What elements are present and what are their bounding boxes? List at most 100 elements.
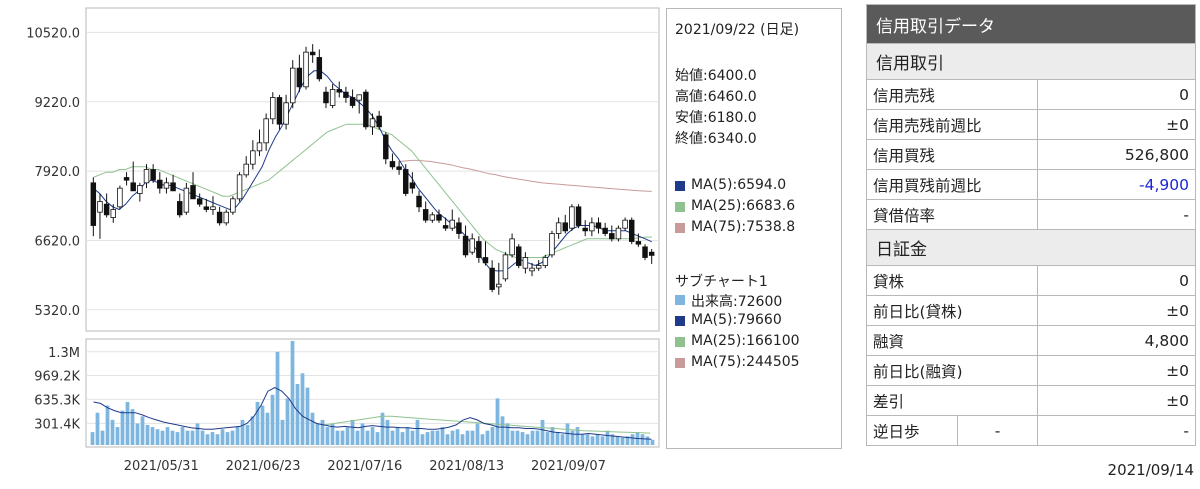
volume-bar bbox=[515, 430, 520, 445]
volume-bar bbox=[600, 436, 605, 445]
ma25-swatch bbox=[675, 202, 685, 212]
candle-body bbox=[509, 238, 515, 256]
volume-bar bbox=[530, 430, 535, 445]
price-tick-label: 6620.0 bbox=[35, 234, 81, 249]
volume-bar bbox=[560, 434, 565, 445]
table-row: 信用買残前週比 -4,900 bbox=[866, 169, 1196, 200]
candle-body bbox=[283, 102, 289, 125]
candle-body bbox=[163, 182, 170, 189]
info-vol-ma25: MA(25):166100 bbox=[691, 333, 800, 349]
volume-bar bbox=[610, 434, 615, 445]
candle-body bbox=[582, 227, 588, 232]
section-credit: 信用取引 bbox=[866, 43, 1196, 80]
volume-bar bbox=[375, 432, 380, 445]
candle-body bbox=[615, 227, 622, 240]
volume-bar bbox=[205, 434, 210, 445]
volume-bar bbox=[160, 430, 165, 445]
volume-bar bbox=[540, 419, 545, 445]
candle-body bbox=[143, 169, 150, 184]
candle-body bbox=[403, 169, 409, 194]
candle-body bbox=[383, 134, 389, 160]
candle-body bbox=[123, 177, 130, 181]
volume-gridlines bbox=[86, 351, 659, 424]
price-axis: 10520.0 9220.0 7920.0 6620.0 5320.0 bbox=[26, 26, 80, 318]
vol-ma25-swatch bbox=[675, 337, 685, 347]
price-panel bbox=[85, 7, 660, 332]
candle-body bbox=[170, 182, 176, 192]
volume-bar bbox=[465, 430, 470, 445]
candle-body bbox=[157, 179, 163, 189]
volume-bar bbox=[470, 430, 475, 445]
candle-body bbox=[429, 214, 436, 221]
credit-data-table: 信用取引データ 信用取引 信用売残 0 信用売残前週比 ±0 信用買残 526,800… bbox=[866, 4, 1196, 446]
volume-bar bbox=[270, 394, 275, 445]
volume-bar bbox=[415, 419, 420, 445]
volume-bar bbox=[430, 430, 435, 445]
candle-body bbox=[595, 222, 602, 229]
volume-bar bbox=[485, 430, 490, 445]
volume-bar bbox=[230, 430, 235, 445]
table-row: 信用売残前週比 ±0 bbox=[866, 109, 1196, 140]
volume-bar bbox=[525, 434, 530, 445]
volume-bar bbox=[605, 430, 610, 445]
volume-bar bbox=[180, 427, 185, 445]
candle-body bbox=[103, 203, 110, 216]
volume-bar bbox=[290, 341, 295, 445]
volume-bar bbox=[100, 430, 105, 445]
volume-bar bbox=[575, 427, 580, 445]
volume-bar bbox=[620, 437, 625, 445]
volume-bar bbox=[345, 427, 350, 445]
volume-bar bbox=[210, 432, 215, 445]
candle-body bbox=[236, 174, 243, 200]
volume-bar bbox=[535, 430, 540, 445]
info-price-ma75: MA(75):7538.8 bbox=[691, 219, 796, 235]
volume-bar bbox=[440, 427, 445, 445]
volume-bar bbox=[220, 429, 225, 445]
volume-bar bbox=[95, 412, 100, 445]
candle-body bbox=[303, 51, 309, 88]
volume-bar bbox=[405, 427, 410, 445]
volume-bar bbox=[130, 409, 135, 445]
volume-bar bbox=[215, 434, 220, 445]
candle-body bbox=[316, 57, 323, 80]
candle-body bbox=[396, 166, 402, 170]
candle-body bbox=[462, 235, 469, 256]
candle-body bbox=[482, 257, 489, 264]
volume-bar bbox=[520, 432, 525, 445]
candle-body bbox=[137, 185, 143, 194]
price-gridlines bbox=[86, 31, 659, 311]
candle-body bbox=[449, 219, 455, 229]
volume-bar bbox=[265, 412, 270, 445]
candle-body bbox=[522, 257, 529, 269]
ohlc-info-panel: 2021/09/22 (日足) 始値:6400.0 高値:6460.0 安値:6… bbox=[666, 8, 842, 449]
info-sub-title: サブチャート1 bbox=[675, 274, 768, 290]
volume-bar bbox=[355, 430, 360, 445]
volume-bar bbox=[235, 426, 240, 445]
volume-bar bbox=[280, 419, 285, 445]
candle-body bbox=[635, 241, 642, 245]
volume-bar bbox=[505, 423, 510, 445]
volume-bar bbox=[310, 412, 315, 445]
volume-bar bbox=[420, 434, 425, 445]
candle-body bbox=[422, 209, 429, 221]
info-low: 安値:6180.0 bbox=[675, 110, 757, 126]
volume-bar bbox=[455, 429, 460, 445]
volume-bar bbox=[650, 439, 655, 445]
volume-bar bbox=[645, 436, 650, 445]
candle-body bbox=[276, 97, 283, 125]
volume-bar bbox=[410, 430, 415, 445]
volume-bar bbox=[285, 398, 290, 445]
candle-body bbox=[250, 150, 256, 165]
volume-bar bbox=[225, 432, 230, 445]
candle-body bbox=[642, 246, 648, 258]
volume-bar bbox=[145, 424, 150, 445]
date-axis: 2021/05/31 2021/06/23 2021/07/16 2021/08/13… bbox=[124, 459, 606, 474]
volume-bar bbox=[460, 434, 465, 445]
volume-bar bbox=[550, 427, 555, 445]
info-close: 終値:6340.0 bbox=[675, 131, 757, 147]
candle-body bbox=[130, 182, 136, 192]
volume-bar bbox=[570, 430, 575, 445]
volume-bar bbox=[115, 427, 120, 445]
candle-body bbox=[416, 195, 422, 208]
table-row: 差引 ±0 bbox=[866, 385, 1196, 416]
